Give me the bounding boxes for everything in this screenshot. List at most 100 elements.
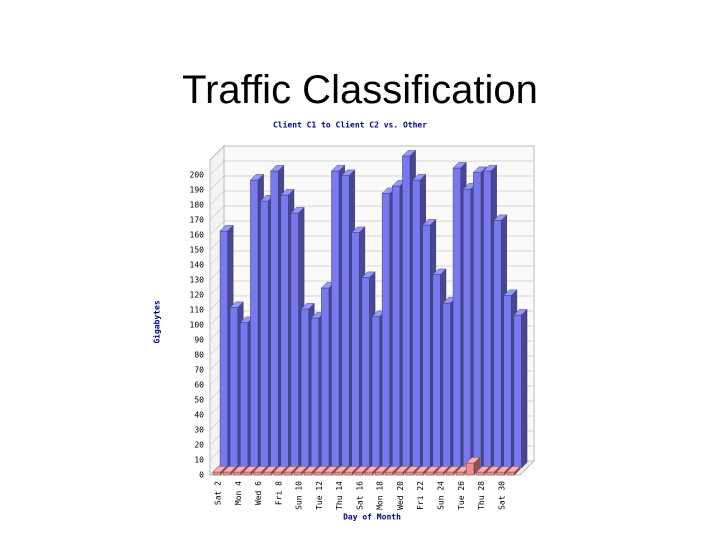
bar-front	[432, 274, 441, 469]
bar	[425, 465, 440, 476]
bar-front	[314, 471, 323, 476]
bar-top	[351, 226, 366, 233]
bar-top	[283, 466, 298, 473]
bar	[405, 465, 420, 476]
y-tick-label: 70	[194, 366, 204, 375]
bar-top	[330, 165, 346, 172]
bar-front	[395, 471, 404, 476]
bar	[513, 308, 528, 469]
slide-title: Traffic Classification	[182, 68, 538, 112]
bar-top	[422, 219, 437, 226]
bar-top	[506, 466, 521, 473]
y-tick-label: 190	[190, 186, 205, 195]
bar-top	[374, 466, 389, 473]
bar	[334, 465, 349, 476]
bar-front	[412, 179, 421, 469]
bar-front	[222, 471, 231, 476]
y-tick-label: 130	[190, 276, 205, 285]
y-tick-label: 200	[190, 171, 205, 180]
bar	[232, 465, 247, 476]
bar-front	[324, 471, 333, 476]
bar	[394, 465, 410, 476]
bar-front	[270, 170, 279, 469]
bar	[242, 465, 258, 476]
grid-line	[209, 190, 534, 206]
bar-top	[303, 466, 318, 473]
bar-front	[293, 471, 302, 476]
bar-front	[263, 471, 272, 476]
bar-top	[503, 289, 518, 296]
bar-top	[412, 174, 427, 181]
x-tick-label: Fri 8	[274, 481, 283, 505]
y-tick-label: 80	[194, 351, 204, 360]
bar	[222, 465, 237, 476]
bar-top	[432, 268, 447, 275]
x-tick-label: Tue 26	[457, 481, 466, 510]
x-tick-label: Thu 28	[477, 481, 486, 510]
y-tick-label: 40	[194, 411, 204, 420]
bar-top	[384, 466, 399, 473]
y-tick-label: 10	[194, 456, 204, 465]
bar-top	[229, 301, 244, 308]
y-tick-label: 180	[190, 201, 205, 210]
bar-top	[472, 166, 488, 173]
bar	[283, 465, 298, 476]
bar-top	[361, 271, 376, 278]
bar-top	[486, 466, 501, 473]
bar-top	[232, 466, 247, 473]
bar-front	[361, 277, 370, 469]
y-tick-label: 120	[190, 291, 205, 300]
bar-front	[243, 471, 252, 476]
bar-front	[334, 471, 343, 476]
bar-front	[240, 322, 249, 469]
x-axis-label: Day of Month	[343, 513, 401, 522]
x-tick-label: Fri 22	[416, 481, 425, 510]
y-tick-label: 30	[194, 426, 204, 435]
y-tick-label: 110	[190, 306, 205, 315]
bar-front	[506, 471, 515, 476]
bar-front	[290, 212, 299, 469]
bar-front	[463, 188, 471, 469]
grid-line	[209, 160, 534, 176]
bar-top	[496, 466, 511, 473]
bar	[364, 465, 379, 476]
bar	[374, 465, 389, 476]
y-tick-label: 140	[190, 261, 205, 270]
bar-front	[304, 471, 312, 476]
bar-front	[483, 170, 492, 469]
y-tick-label: 170	[190, 216, 205, 225]
bar-front	[364, 471, 373, 476]
bar-front	[331, 170, 340, 469]
x-tick-label: Sun 10	[295, 481, 304, 510]
x-tick-label: Sat 16	[355, 481, 364, 510]
bar-front	[405, 471, 414, 476]
bar-top	[263, 466, 278, 473]
bar-front	[212, 471, 221, 476]
bar-front	[435, 471, 444, 476]
bar-top	[341, 169, 356, 176]
bar-front	[321, 287, 330, 469]
bar	[506, 465, 521, 476]
y-tick-label: 160	[190, 231, 205, 240]
bar-front	[219, 230, 228, 469]
x-tick-label: Thu 14	[335, 481, 344, 510]
x-tick-label: Sat 2	[214, 481, 223, 505]
bar-front	[486, 471, 495, 476]
y-tick-label: 90	[194, 336, 204, 345]
bar-top	[513, 309, 528, 316]
grid-line	[209, 175, 534, 191]
bar-top	[354, 466, 369, 473]
bar-front	[374, 471, 383, 476]
bar-top	[222, 466, 237, 473]
bar-top	[415, 466, 430, 473]
bar-front	[496, 471, 505, 476]
bar-front	[503, 295, 512, 469]
bar-top	[405, 466, 420, 473]
bar-front	[341, 175, 350, 469]
bar-front	[253, 471, 262, 476]
bar-top	[394, 466, 410, 473]
x-tick-label: Wed 6	[254, 481, 263, 505]
x-tick-label: Tue 12	[315, 481, 324, 510]
